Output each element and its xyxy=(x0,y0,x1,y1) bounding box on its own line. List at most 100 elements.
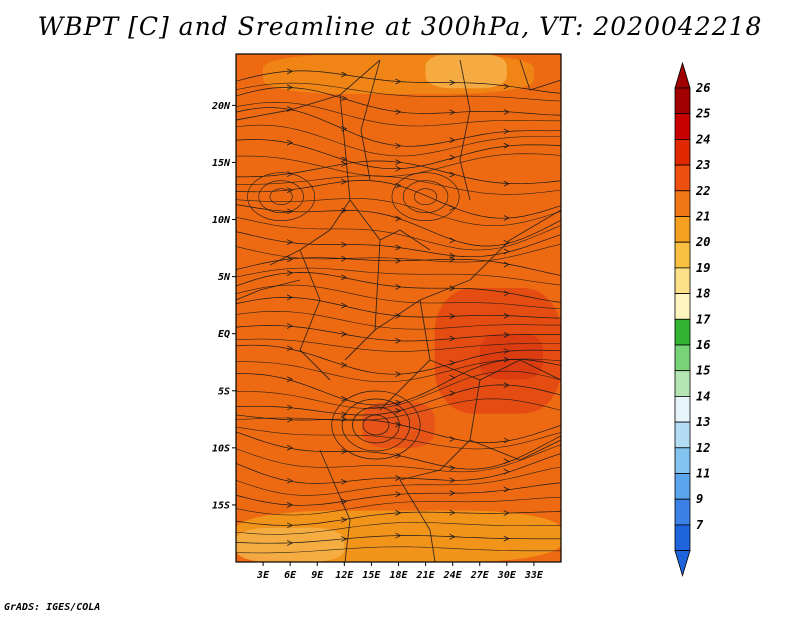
vortex-streamline xyxy=(341,398,411,452)
streamline xyxy=(236,216,561,251)
streamline-arrow xyxy=(341,416,348,423)
streamline xyxy=(236,444,561,473)
region-southwest-cool-patch xyxy=(236,527,345,562)
colorbar: 26 25 24 23 22 21 20 19 18 17 16 15 14 13 12 11 9 7 xyxy=(674,61,711,577)
streamline-arrow xyxy=(341,156,348,163)
streamline xyxy=(236,310,561,330)
streamline-arrow xyxy=(341,178,348,185)
streamline-arrow xyxy=(449,390,456,396)
streamline-arrow xyxy=(286,239,294,245)
lon-tick-label: 15E xyxy=(362,570,381,581)
colorbar-label: 24 xyxy=(695,132,710,146)
streamline-arrow xyxy=(341,71,348,78)
vortex-streamline xyxy=(247,172,316,221)
colorbar-label: 14 xyxy=(696,389,710,403)
streamline-arrow xyxy=(449,533,456,540)
streamline-arrow xyxy=(341,255,348,262)
lat-tick-label: 20N xyxy=(211,101,231,112)
vortex-streamline xyxy=(258,180,304,213)
streamline-arrow xyxy=(449,171,456,178)
streamline-arrow xyxy=(395,283,402,290)
streamline-arrow xyxy=(503,535,510,542)
map-plot[interactable] xyxy=(231,54,566,562)
country-borders xyxy=(236,59,561,562)
streamline xyxy=(236,511,561,526)
streamline xyxy=(236,204,561,247)
region-northeast-cool-patch xyxy=(425,54,507,89)
streamline-arrow xyxy=(395,532,402,539)
streamline-arrow xyxy=(395,142,402,149)
lat-tick-label: 15S xyxy=(212,500,230,511)
streamline xyxy=(236,297,561,319)
colorbar-swatch xyxy=(674,164,691,192)
streamline-arrow xyxy=(449,436,456,442)
streamline xyxy=(236,370,561,409)
colorbar-label: 16 xyxy=(696,338,710,352)
streamline-arrow xyxy=(395,244,402,251)
streamline xyxy=(236,153,561,177)
streamline-arrow xyxy=(503,215,510,221)
streamline-arrow xyxy=(503,382,510,388)
streamline-arrow xyxy=(449,256,456,263)
streamline xyxy=(236,535,561,544)
streamline xyxy=(236,398,561,421)
lat-tick-label: 10N xyxy=(212,215,231,226)
colorbar-label: 17 xyxy=(696,312,711,326)
lon-tick-label: 9E xyxy=(311,570,324,581)
colorbar-label: 26 xyxy=(695,81,710,95)
colorbar-swatch xyxy=(674,395,691,423)
streamlines-layer xyxy=(236,68,561,554)
streamline-arrow xyxy=(449,285,456,292)
streamline xyxy=(236,180,561,219)
colorbar-swatch xyxy=(674,524,691,552)
streamline-arrow xyxy=(503,290,510,297)
lat-tick-label: 10S xyxy=(212,443,230,454)
streamline-arrow xyxy=(503,486,510,493)
streamline-arrow xyxy=(395,509,402,516)
vortex-streamline xyxy=(352,406,400,444)
lon-tick-label: 6E xyxy=(284,570,297,581)
streamline xyxy=(236,175,561,195)
lon-tick-label: 3E xyxy=(256,570,270,581)
streamline-arrow xyxy=(341,395,348,402)
streamline-arrow xyxy=(503,458,510,465)
streamline-arrow xyxy=(503,142,510,149)
streamline-arrow xyxy=(286,323,294,329)
streamline xyxy=(236,198,561,227)
streamline xyxy=(236,344,561,375)
streamline-arrow xyxy=(395,475,402,481)
streamline xyxy=(236,426,561,450)
streamline xyxy=(236,70,561,94)
streamline-arrow xyxy=(286,376,294,383)
streamline-arrow xyxy=(395,313,402,319)
colorbar-swatch xyxy=(674,216,691,243)
streamline xyxy=(236,139,561,170)
streamline-arrow xyxy=(503,128,510,135)
streamline xyxy=(236,546,561,554)
streamline-arrow xyxy=(341,411,348,417)
streamline-arrow xyxy=(286,294,294,301)
streamline-arrow xyxy=(503,83,510,90)
streamline-arrow xyxy=(286,540,294,546)
streamline-arrow xyxy=(341,448,348,455)
lon-tick-label: 27E xyxy=(470,570,490,581)
streamline-arrow xyxy=(341,207,348,214)
vortex-streamline xyxy=(414,188,438,205)
region-east-warm-core-2 xyxy=(479,333,543,380)
lat-tick-label: EQ xyxy=(218,329,230,340)
colorbar-label: 22 xyxy=(695,184,710,198)
streamline-arrow xyxy=(286,416,294,423)
colorbar-label: 23 xyxy=(695,158,710,172)
colorbar-swatch xyxy=(674,473,691,500)
lon-tick-label: 24E xyxy=(443,570,463,581)
streamline xyxy=(236,160,561,185)
streamline xyxy=(236,267,561,286)
streamline-arrow xyxy=(286,187,294,194)
streamline-arrow xyxy=(395,491,402,498)
streamline xyxy=(236,496,561,516)
streamline xyxy=(236,231,561,258)
streamline-arrow xyxy=(395,452,402,459)
colorbar-label: 20 xyxy=(695,235,710,249)
streamline xyxy=(236,466,561,496)
